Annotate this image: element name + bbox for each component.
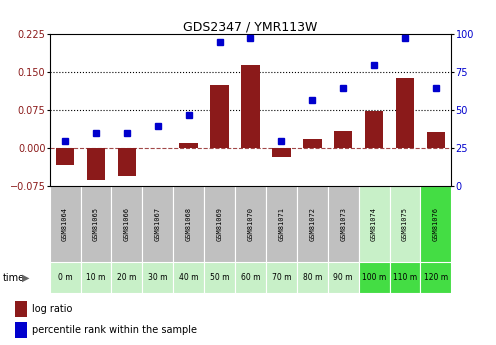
Bar [235,262,266,293]
Bar [427,132,445,148]
Text: 60 m: 60 m [241,273,260,282]
Text: GSM81065: GSM81065 [93,207,99,241]
Bar [204,186,235,262]
Bar [297,262,328,293]
Bar [80,262,112,293]
Bar [272,148,291,157]
Text: 110 m: 110 m [393,273,417,282]
Bar [266,186,297,262]
Text: GSM81076: GSM81076 [433,207,439,241]
Text: log ratio: log ratio [32,304,72,314]
Text: 20 m: 20 m [117,273,136,282]
Text: GSM81071: GSM81071 [278,207,284,241]
Bar [328,186,359,262]
Bar [365,111,383,148]
Bar [359,262,389,293]
Text: 70 m: 70 m [272,273,291,282]
Text: GSM81067: GSM81067 [155,207,161,241]
Text: GSM81069: GSM81069 [217,207,223,241]
Bar [204,262,235,293]
Bar [334,131,353,148]
Text: GSM81073: GSM81073 [340,207,346,241]
Bar [112,186,142,262]
Bar [118,148,136,176]
Title: GDS2347 / YMR113W: GDS2347 / YMR113W [184,20,317,33]
Bar [173,186,204,262]
Bar [389,186,421,262]
Text: ▶: ▶ [22,273,30,283]
Text: 0 m: 0 m [58,273,72,282]
Bar [15,301,27,317]
Text: 80 m: 80 m [303,273,322,282]
Bar [328,262,359,293]
Text: time: time [2,273,25,283]
Bar [50,186,80,262]
Bar [173,262,204,293]
Text: 50 m: 50 m [210,273,229,282]
Text: GSM81072: GSM81072 [310,207,315,241]
Bar [389,262,421,293]
Text: GSM81066: GSM81066 [124,207,130,241]
Text: 90 m: 90 m [333,273,353,282]
Bar [142,186,173,262]
Text: GSM81075: GSM81075 [402,207,408,241]
Text: percentile rank within the sample: percentile rank within the sample [32,325,197,335]
Text: GSM81074: GSM81074 [371,207,377,241]
Bar [15,322,27,338]
Bar [241,65,260,148]
Text: 120 m: 120 m [424,273,448,282]
Text: 30 m: 30 m [148,273,168,282]
Bar [142,262,173,293]
Bar [421,186,451,262]
Bar [266,262,297,293]
Bar [303,139,321,148]
Bar [396,78,414,148]
Bar [359,186,389,262]
Bar [235,186,266,262]
Text: 10 m: 10 m [86,273,106,282]
Bar [112,262,142,293]
Text: GSM81068: GSM81068 [186,207,191,241]
Text: 100 m: 100 m [362,273,386,282]
Bar [210,85,229,148]
Bar [297,186,328,262]
Text: GSM81064: GSM81064 [62,207,68,241]
Text: 40 m: 40 m [179,273,198,282]
Bar [50,262,80,293]
Bar [80,186,112,262]
Text: GSM81070: GSM81070 [248,207,253,241]
Bar [421,262,451,293]
Bar [87,148,105,180]
Bar [180,143,198,148]
Bar [56,148,74,165]
